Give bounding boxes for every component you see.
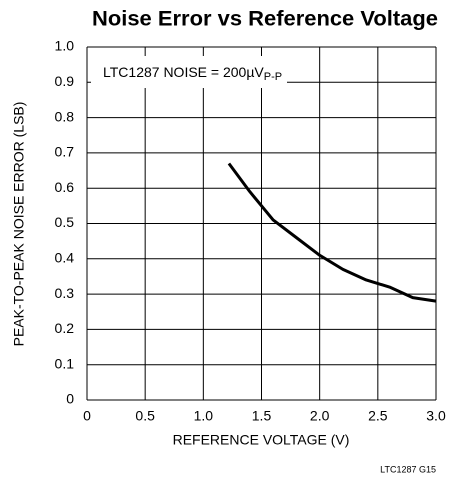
y-tick-label: 0.3 — [55, 285, 75, 301]
annotation-text: LTC1287 NOISE = 200µV — [103, 64, 264, 80]
x-tick-label: 2.5 — [368, 408, 388, 424]
y-axis-label: PEAK-TO-PEAK NOISE ERROR (LSB) — [11, 102, 27, 347]
y-tick-label: 0.5 — [55, 214, 75, 230]
x-tick-label: 1.5 — [252, 408, 272, 424]
y-tick-label: 1.0 — [55, 38, 75, 54]
x-tick-label: 0 — [83, 408, 91, 424]
y-tick-label: 0.4 — [55, 250, 75, 266]
y-tick-label: 0.7 — [55, 144, 75, 160]
y-tick-label: 0 — [66, 391, 74, 407]
y-tick-label: 0.8 — [55, 108, 75, 124]
y-tick-label: 0.9 — [55, 73, 75, 89]
x-tick-label: 2.0 — [310, 408, 330, 424]
y-tick-label: 0.6 — [55, 179, 75, 195]
footnote: LTC1287 G15 — [380, 464, 436, 474]
line-series — [227, 162, 437, 303]
annotation-subscript: P-P — [264, 71, 282, 83]
annotation-box — [91, 56, 287, 88]
x-axis-label: REFERENCE VOLTAGE (V) — [173, 432, 350, 448]
x-tick-label: 1.0 — [194, 408, 214, 424]
x-tick-label: 0.5 — [135, 408, 155, 424]
annotation: LTC1287 NOISE = 200µVP-P — [103, 64, 282, 83]
chart-title: Noise Error vs Reference Voltage — [92, 8, 438, 31]
x-tick-label: 3.0 — [426, 408, 446, 424]
y-tick-label: 0.1 — [55, 355, 75, 371]
y-tick-label: 0.2 — [55, 320, 75, 336]
